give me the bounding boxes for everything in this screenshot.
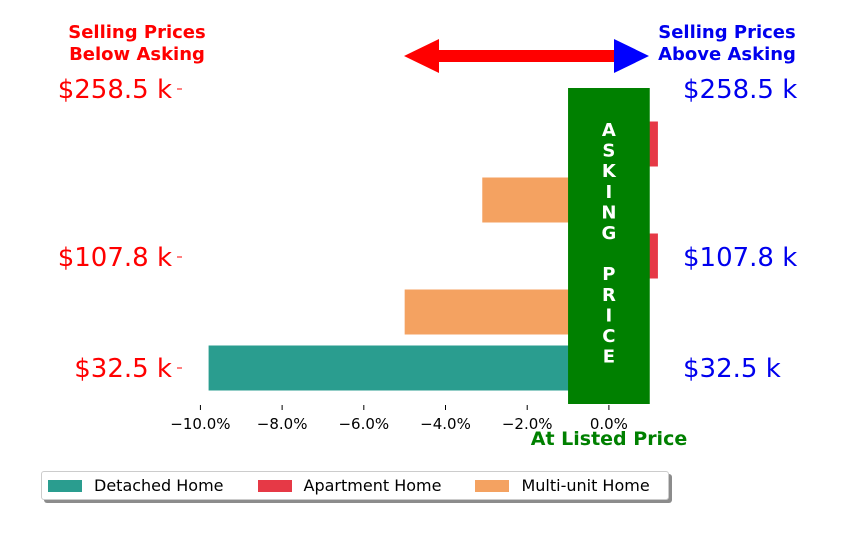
above-asking-line2: Above Asking (658, 44, 796, 65)
direction-arrow (404, 39, 649, 73)
legend-swatch-multiunit (475, 479, 510, 492)
above-asking-line1: Selling Prices (658, 22, 795, 43)
asking-band-rect (568, 88, 650, 404)
below-asking-line2: Below Asking (69, 44, 205, 65)
x-tick-label: −8.0% (257, 415, 308, 433)
bar-detached-home-0 (208, 345, 609, 391)
legend-swatch-detached (48, 479, 82, 492)
asking-band-letter: A (602, 120, 616, 141)
arrow-shaft (438, 50, 616, 62)
asking-band-letter: I (606, 305, 613, 326)
arrow-left-head (404, 39, 439, 73)
legend: Detached Home Apartment Home Multi-unit … (41, 471, 669, 500)
legend-swatch-apartment (257, 479, 292, 492)
asking-band-letter: C (602, 326, 615, 347)
legend-label-multiunit: Multi-unit Home (521, 476, 650, 495)
left-category-labels: $32.5 k $107.8 k $258.5 k (58, 75, 182, 384)
right-category-label: $258.5 k (683, 75, 797, 105)
legend-item-detached: Detached Home (48, 476, 224, 495)
legend-label-detached: Detached Home (94, 476, 224, 495)
x-tick-label: −4.0% (420, 415, 471, 433)
asking-band-letter: N (601, 202, 616, 223)
left-category-label: $107.8 k (58, 243, 172, 273)
at-listed-price-label: At Listed Price (531, 428, 687, 450)
left-category-label: $258.5 k (58, 75, 172, 105)
legend-item-apartment: Apartment Home (257, 476, 442, 495)
below-asking-line1: Selling Prices (68, 22, 205, 43)
asking-band-letter: E (603, 347, 615, 368)
right-category-label: $32.5 k (683, 354, 781, 384)
asking-band-letter: R (602, 285, 616, 306)
asking-band-letter: S (602, 141, 615, 162)
asking-band-letter: K (602, 161, 617, 182)
x-tick-label: −6.0% (338, 415, 389, 433)
left-category-label: $32.5 k (74, 354, 172, 384)
asking-band-letter: P (602, 264, 615, 285)
right-category-label: $107.8 k (683, 243, 797, 273)
legend-label-apartment: Apartment Home (303, 476, 442, 495)
x-tick-label: 0.0% (590, 415, 628, 433)
right-category-labels: $32.5 k $107.8 k $258.5 k (683, 75, 797, 384)
asking-band-letter: G (602, 223, 617, 244)
x-tick-label: −2.0% (502, 415, 553, 433)
arrow-right-head (614, 39, 649, 73)
x-axis: −10.0% −8.0% −6.0% −4.0% −2.0% 0.0% (170, 405, 628, 433)
x-tick-label: −10.0% (170, 415, 230, 433)
legend-item-multiunit: Multi-unit Home (475, 476, 650, 495)
asking-band-letter: I (606, 182, 613, 203)
